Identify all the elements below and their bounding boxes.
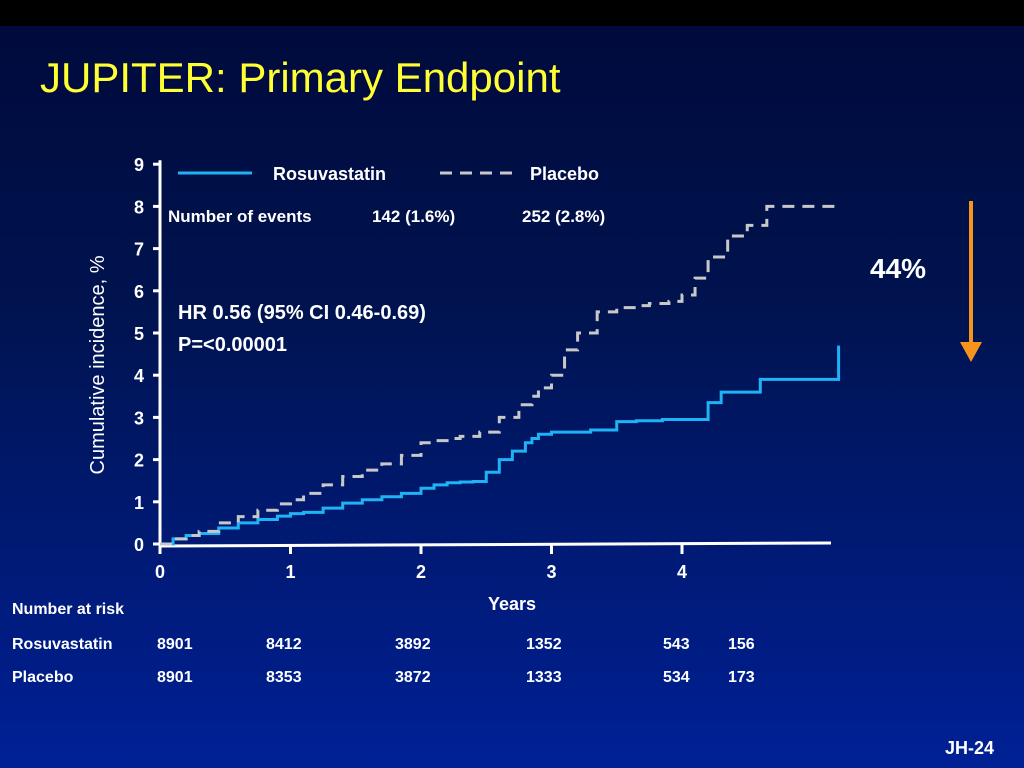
- risk-cell: 8901: [157, 636, 193, 653]
- chart-ticks: 0 1 2 3 4 5 6 7 8 9 0 1 2 3 4: [134, 155, 687, 582]
- risk-cell: 1352: [526, 636, 562, 653]
- reduction-label: 44%: [870, 253, 926, 284]
- x-tick-label: 4: [677, 562, 687, 582]
- y-tick-label: 8: [134, 197, 144, 217]
- y-tick-label: 6: [134, 282, 144, 302]
- x-axis-line: [159, 541, 832, 548]
- y-tick-label: 4: [134, 366, 144, 386]
- y-tick-label: 1: [134, 493, 144, 513]
- hr-annotation: HR 0.56 (95% CI 0.46-0.69): [178, 302, 426, 324]
- risk-cell: 8412: [266, 636, 302, 653]
- series-line-rosuvastatin: [160, 345, 841, 546]
- reduction-arrow-head: [960, 342, 982, 362]
- risk-row-label: Rosuvastatin: [12, 636, 113, 653]
- risk-cell: 8353: [266, 669, 302, 686]
- events-placebo: 252 (2.8%): [522, 207, 605, 226]
- x-tick-label: 1: [285, 562, 295, 582]
- chart-series: [160, 204, 841, 546]
- y-axis-label: Cumulative incidence, %: [87, 255, 109, 474]
- slide-title: JUPITER: Primary Endpoint: [40, 54, 561, 101]
- risk-table-title: Number at risk: [12, 601, 125, 618]
- risk-cell: 534: [663, 669, 690, 686]
- y-tick-label: 7: [134, 240, 144, 260]
- p-value-annotation: P=<0.00001: [178, 334, 287, 356]
- risk-cell: 173: [728, 669, 755, 686]
- risk-cell: 156: [728, 636, 755, 653]
- risk-cell: 3892: [395, 636, 431, 653]
- risk-row-label: Placebo: [12, 669, 74, 686]
- y-tick-label: 9: [134, 155, 144, 175]
- y-tick-label: 0: [134, 535, 144, 555]
- legend-label-placebo: Placebo: [530, 164, 599, 184]
- x-tick-label: 0: [155, 562, 165, 582]
- legend-label-rosuvastatin: Rosuvastatin: [273, 164, 386, 184]
- risk-cell: 8901: [157, 669, 193, 686]
- y-tick-label: 5: [134, 324, 144, 344]
- x-axis-label: Years: [488, 594, 536, 614]
- x-tick-label: 3: [546, 562, 556, 582]
- risk-cell: 3872: [395, 669, 431, 686]
- series-line-placebo: [160, 204, 839, 546]
- chart-axes: [158, 160, 832, 548]
- events-label: Number of events: [168, 207, 312, 226]
- y-tick-label: 2: [134, 451, 144, 471]
- events-rosuvastatin: 142 (1.6%): [372, 207, 455, 226]
- risk-cell: 1333: [526, 669, 562, 686]
- y-tick-label: 3: [134, 408, 144, 428]
- x-tick-label: 2: [416, 562, 426, 582]
- risk-cell: 543: [663, 636, 690, 653]
- slide-number: JH-24: [944, 738, 994, 758]
